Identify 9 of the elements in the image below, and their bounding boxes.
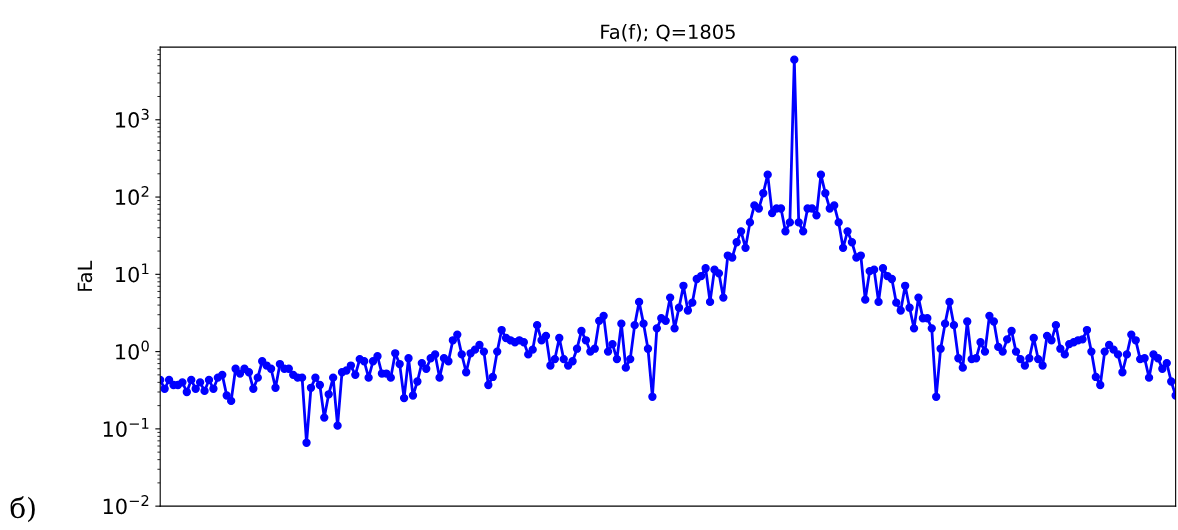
- y-tick-label: 10$^{2}$: [116, 186, 149, 206]
- y-axis-title: FaL: [77, 260, 93, 291]
- y-tick-label: 10$^{0}$: [116, 340, 149, 360]
- text: б): [10, 496, 35, 523]
- y-tick-label: 10$^{−2}$: [103, 495, 149, 515]
- y-tick-label: 10$^{−1}$: [103, 418, 149, 437]
- y-tick-label: 10$^{3}$: [116, 108, 149, 128]
- y-tick-label: 10$^{1}$: [116, 263, 149, 283]
- chart-title: Fa(f); Q=1805: [601, 24, 735, 42]
